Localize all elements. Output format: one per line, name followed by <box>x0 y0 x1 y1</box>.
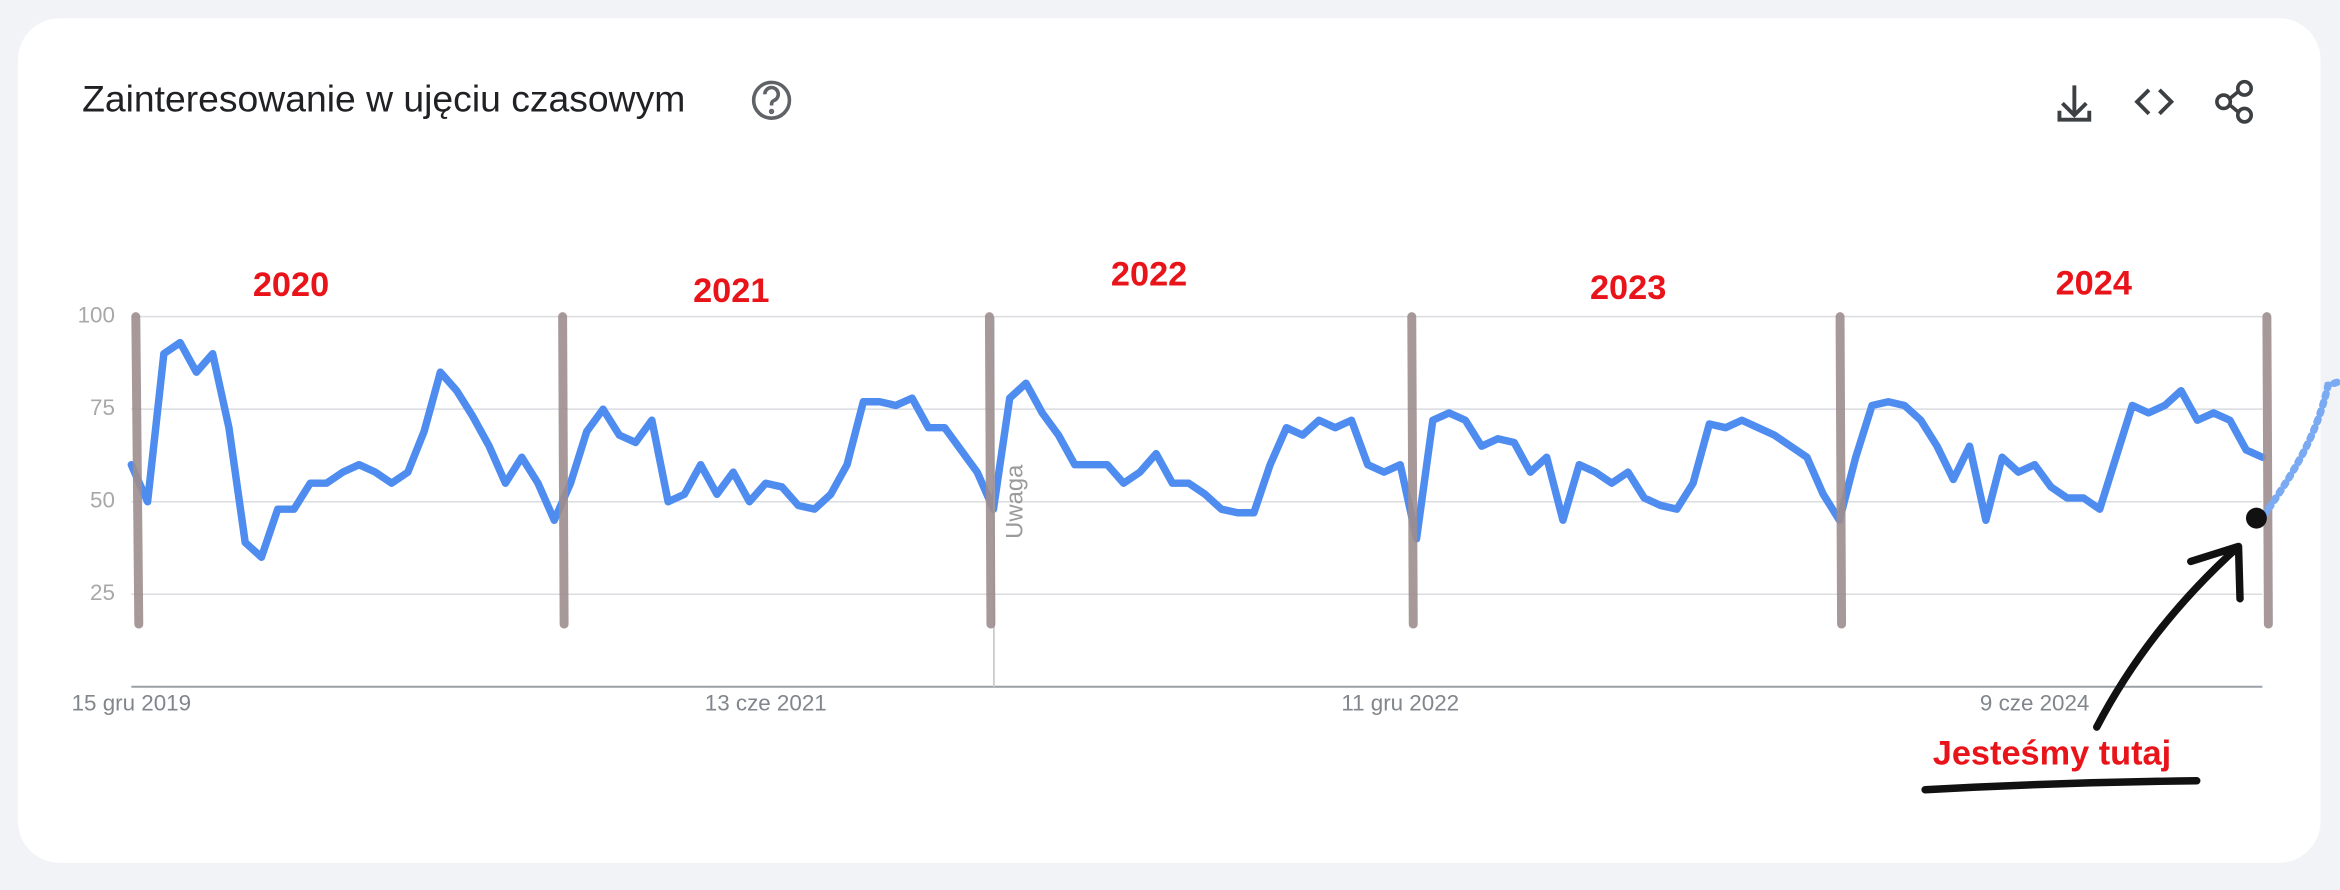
y-tick-label: 75 <box>90 395 115 420</box>
callout-label: Jesteśmy tutaj <box>1933 734 2171 772</box>
x-tick-label: 9 cze 2024 <box>1980 691 2089 716</box>
data-line <box>127 338 2267 561</box>
year-annotation: 2022 <box>1111 255 1187 293</box>
year-annotation: 2023 <box>1590 269 1666 307</box>
x-tick-label: 11 gru 2022 <box>1341 691 1459 716</box>
year-annotation: 2021 <box>693 272 769 310</box>
year-annotation: 2020 <box>253 266 329 304</box>
card <box>17 18 2321 863</box>
note-label: Uwaga <box>1002 464 1029 539</box>
download-icon[interactable] <box>2057 85 2092 122</box>
callout-arrow <box>2093 542 2244 731</box>
y-tick-label: 50 <box>90 488 115 513</box>
x-tick-label: 13 cze 2021 <box>705 691 827 716</box>
x-tick-label: 15 gru 2019 <box>72 691 191 716</box>
share-icon[interactable] <box>2215 79 2253 124</box>
y-tick-label: 25 <box>90 580 115 605</box>
year-dividers <box>131 312 2273 629</box>
embed-icon[interactable] <box>2134 88 2175 116</box>
chart-title: Zainteresowanie w ujęciu czasowym <box>82 78 685 120</box>
callout-underline <box>1921 777 2201 794</box>
help-icon[interactable] <box>751 80 792 120</box>
marker-dot <box>2245 507 2267 529</box>
y-tick-label: 100 <box>78 303 115 328</box>
partial-data <box>2260 378 2340 519</box>
year-annotation: 2024 <box>2056 264 2132 302</box>
plot: 25 50 75 100 15 gru 2019 13 cze 2021 11 gru 20… <box>72 303 2267 716</box>
